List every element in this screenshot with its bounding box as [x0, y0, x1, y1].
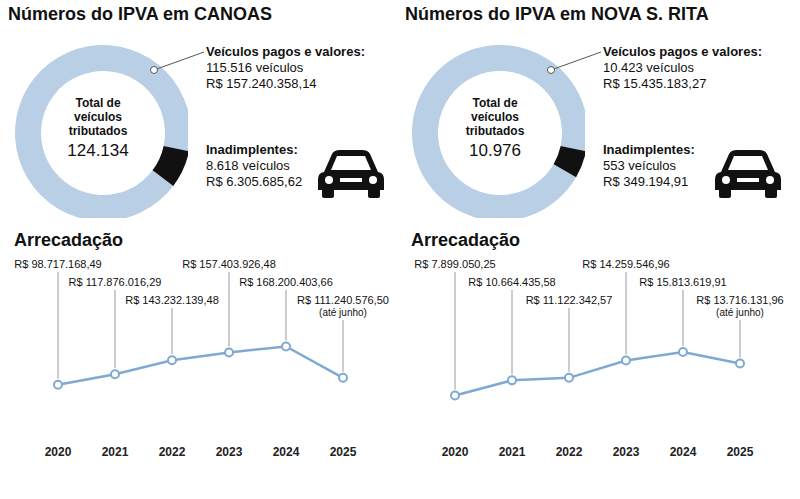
svg-text:R$ 13.716.131,96: R$ 13.716.131,96	[696, 294, 783, 306]
svg-text:R$ 117.876.016,29: R$ 117.876.016,29	[69, 276, 162, 288]
svg-text:R$ 168.200.403,66: R$ 168.200.403,66	[239, 276, 333, 288]
svg-text:R$ 10.664.435,58: R$ 10.664.435,58	[468, 276, 555, 288]
html-text:tributados: tributados	[68, 124, 128, 138]
html-text:Inadimplentes:: Inadimplentes:	[206, 142, 298, 157]
svg-text:(até junho): (até junho)	[716, 307, 764, 318]
html-text:553 veículos: 553 veículos	[603, 158, 676, 173]
html-text:8.618 veículos: 8.618 veículos	[206, 158, 290, 173]
svg-text:2023: 2023	[613, 445, 640, 459]
svg-text:R$ 98.717.168,49: R$ 98.717.168,49	[14, 258, 101, 270]
svg-text:2020: 2020	[45, 445, 72, 459]
html-text:Total de: Total de	[472, 96, 518, 110]
svg-text:R$ 7.899.050,25: R$ 7.899.050,25	[414, 258, 495, 270]
html-text:115.516 veículos: 115.516 veículos	[206, 60, 304, 75]
svg-text:R$ 111.240.576,50: R$ 111.240.576,50	[297, 294, 389, 306]
html-text:veículos: veículos	[471, 110, 519, 124]
svg-text:2024: 2024	[273, 445, 300, 459]
html-text:R$ 6.305.685,62: R$ 6.305.685,62	[206, 174, 303, 189]
html-text:R$ 15.435.183,27: R$ 15.435.183,27	[603, 76, 707, 91]
svg-text:R$ 143.232.139,48: R$ 143.232.139,48	[125, 294, 219, 306]
svg-text:2024: 2024	[670, 445, 697, 459]
html-text:Números do IPVA em NOVA S. RIT: Números do IPVA em NOVA S. RITA	[405, 4, 709, 24]
html-text:124.134: 124.134	[67, 141, 129, 160]
svg-text:(até junho): (até junho)	[319, 307, 367, 318]
html-text:Arrecadação: Arrecadação	[411, 230, 521, 250]
html-text:Arrecadação: Arrecadação	[14, 230, 124, 250]
html-text:tributados: tributados	[465, 124, 525, 138]
svg-text:2022: 2022	[556, 445, 583, 459]
svg-text:R$ 157.403.926,48: R$ 157.403.926,48	[182, 258, 276, 270]
svg-text:R$ 15.813.619,91: R$ 15.813.619,91	[639, 276, 726, 288]
html-text:Veículos pagos e valores:: Veículos pagos e valores:	[206, 44, 365, 59]
svg-text:2025: 2025	[727, 445, 754, 459]
svg-text:2025: 2025	[330, 445, 357, 459]
svg-text:2021: 2021	[499, 445, 526, 459]
svg-text:2023: 2023	[216, 445, 243, 459]
svg-text:2021: 2021	[102, 445, 129, 459]
svg-text:2020: 2020	[442, 445, 469, 459]
svg-text:R$ 14.259.546,96: R$ 14.259.546,96	[582, 258, 669, 270]
html-text:Números do IPVA em CANOAS: Números do IPVA em CANOAS	[8, 4, 272, 24]
svg-text:R$ 11.122.342,57: R$ 11.122.342,57	[526, 294, 613, 306]
html-text:Veículos pagos e valores:: Veículos pagos e valores:	[603, 44, 762, 59]
svg-text:2022: 2022	[159, 445, 186, 459]
html-text:veículos: veículos	[74, 110, 122, 124]
html-text:R$ 157.240.358,14: R$ 157.240.358,14	[206, 76, 317, 91]
html-text:10.423 veículos: 10.423 veículos	[603, 60, 695, 75]
html-text:R$ 349.194,91: R$ 349.194,91	[603, 174, 689, 189]
html-text:10.976: 10.976	[469, 141, 521, 160]
html-text:Inadimplentes:: Inadimplentes:	[603, 142, 695, 157]
html-text:Total de: Total de	[75, 96, 121, 110]
